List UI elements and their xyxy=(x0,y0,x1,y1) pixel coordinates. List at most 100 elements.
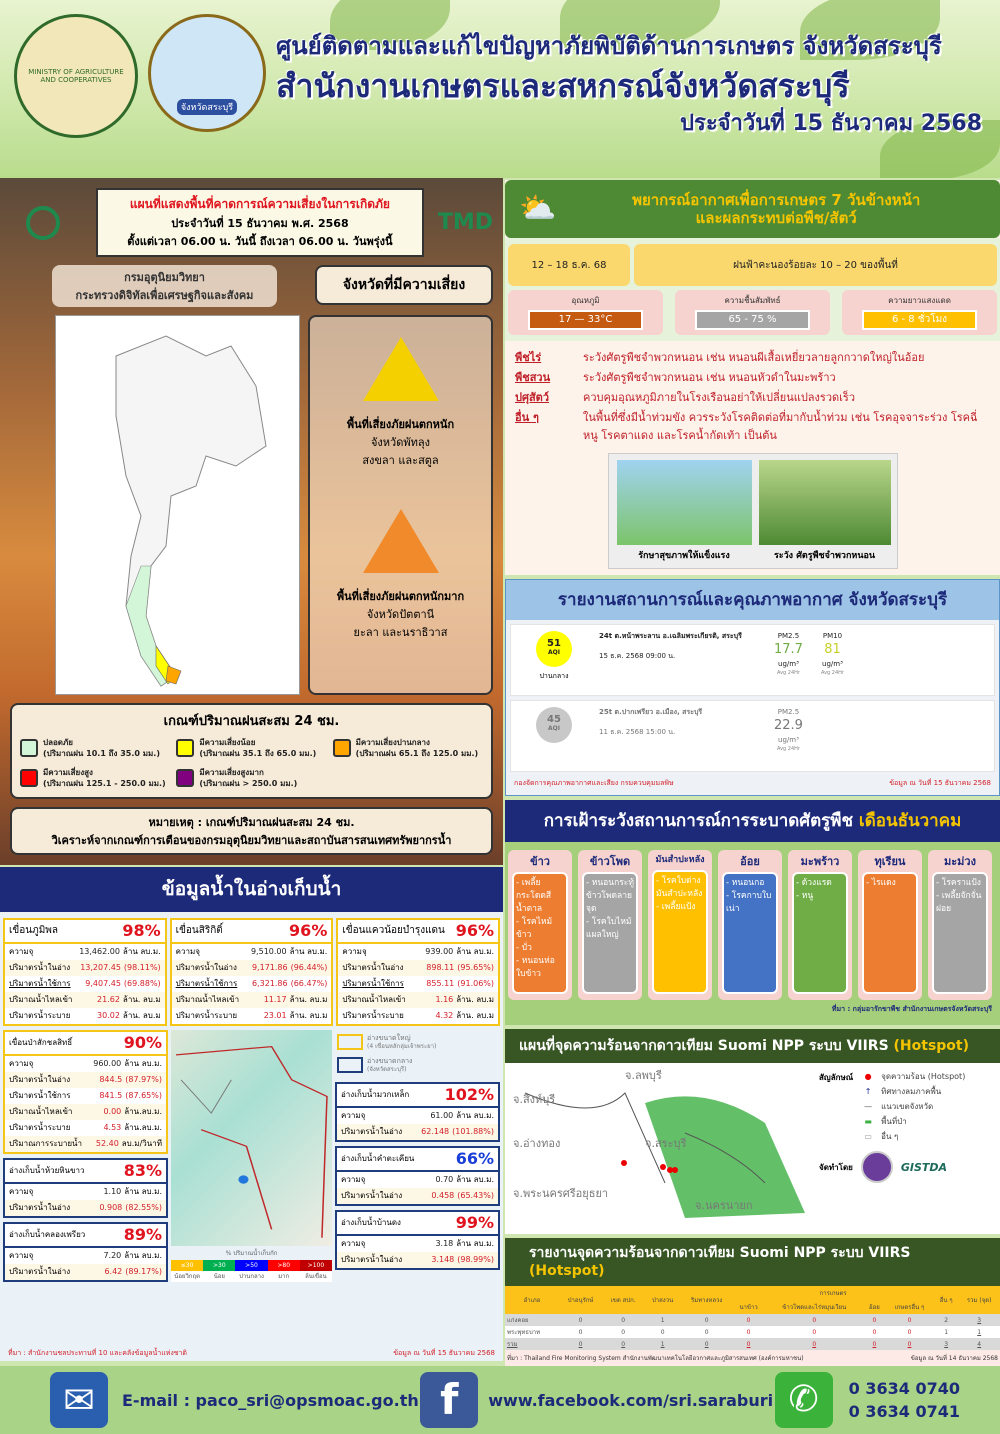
aqi-badge-column: 51 AQI ปานกลาง xyxy=(519,631,589,682)
forecast-period: 12 – 18 ธ.ค. 68 xyxy=(508,244,630,286)
row-unit: (95.65%) xyxy=(457,963,495,973)
dam-row: ปริมาณการระบายน้ำ 52.40 ลบ.ม/วินาที xyxy=(5,1135,166,1152)
station-name: 24t ต.หน้าพระลาน อ.เฉลิมพระเกียรติ, สระบ… xyxy=(599,632,742,641)
made-by-row: จัดทำโดย GISTDA xyxy=(819,1151,994,1184)
table-cell: 0 xyxy=(872,1316,877,1324)
aqi-label: AQI xyxy=(548,725,560,733)
phone-number[interactable]: 0 3634 0741 xyxy=(848,1402,960,1422)
de-logo xyxy=(26,205,60,240)
forecast-title-1: พยากรณ์อากาศเพื่อการเกษตร 7 วันข้างหน้า xyxy=(632,191,921,209)
dam-row: ปริมาตรน้ำระบาย 4.53 ล้าน.ลบ.ม. xyxy=(5,1120,166,1136)
pm-avg: Avg 24Hr xyxy=(820,670,844,677)
aqi-title: รายงานสถานการณ์และคุณภาพอากาศ จังหวัดสระ… xyxy=(506,580,999,621)
row-label: ปริมาตรน้ำใช้การ xyxy=(9,1091,71,1101)
scale-label: ปานกลาง xyxy=(235,1270,268,1282)
humidity-box: ความชื้นสัมพัทธ์ 65 - 75 % xyxy=(675,290,830,335)
province-logo-text: จังหวัดสระบุรี xyxy=(176,99,238,115)
reservoir-card: อ่างเก็บน้ำบ้านดง 99% ความจุ 3.18 ล้าน ลบ.ม.… xyxy=(335,1209,500,1270)
row-value: 1.10 xyxy=(103,1187,122,1197)
agency-1: กรมอุตุนิยมวิทยา xyxy=(124,271,205,284)
row-unit: (96.44%) xyxy=(290,963,328,973)
row-unit: ล้าน. ลบ.ม xyxy=(456,995,495,1005)
province-logo: จังหวัดสระบุรี xyxy=(148,14,266,132)
row-value: 1.16 xyxy=(435,995,454,1005)
crop-name: ทุเรียน xyxy=(874,855,906,869)
dam-row: ความจุ 61.00 ล้าน ลบ.ม. xyxy=(337,1108,498,1124)
scale-title: % ปริมาณน้ำเก็บกัก xyxy=(225,1249,278,1257)
note-line: หมายเหตุ : เกณฑ์ปริมาณฝนสะสม 24 ชม. xyxy=(148,816,355,829)
row-unit: ล้าน ลบ.ม. xyxy=(456,1175,494,1185)
risk-title-box: แผนที่แสดงพื้นที่คาดการณ์ความเสี่ยงในการ… xyxy=(96,188,424,257)
dam-row: ปริมาตรน้ำในอ่าง 6.42 (89.17%) xyxy=(5,1263,166,1280)
phone-icon: ✆ xyxy=(774,1372,833,1429)
forecast-title-2: และผลกระทบต่อพืช/สัตว์ xyxy=(695,209,857,227)
phone-numbers: 0 3634 0740 0 3634 0741 xyxy=(849,1379,960,1421)
row-unit: (89.17%) xyxy=(125,1267,162,1277)
aqi-footer: กองจัดการคุณภาพอากาศและเสียง กรมควบคุมมล… xyxy=(506,776,999,791)
dam-percent: 98% xyxy=(122,921,161,941)
legend-swatch xyxy=(20,739,38,757)
hotspot-table: อำเภอ ป่าอนุรักษ์ เขต สปก. ป่าสงวน ริมทางหลว… xyxy=(505,1286,1000,1351)
aqi-asof: ข้อมูล ณ วันที่ 15 ธันวาคม 2568 xyxy=(889,779,991,788)
rain-legend: เกณฑ์ปริมาณฝนสะสม 24 ชม. ปลอดภัย (ปริมาณฝ… xyxy=(10,703,493,799)
column-header: เขต สปก. xyxy=(602,1286,645,1315)
phone-number[interactable]: 0 3634 0740 xyxy=(848,1379,960,1399)
email-link[interactable]: E-mail : paco_sri@opsmoac.go.th xyxy=(122,1390,419,1410)
pm-avg: Avg 24Hr xyxy=(776,746,800,753)
legend-range: (ปริมาณฝน 35.1 ถึง 65.0 มม.) xyxy=(199,749,317,758)
rain-note: หมายเหตุ : เกณฑ์ปริมาณฝนสะสม 24 ชม. วิเค… xyxy=(10,807,493,855)
air-quality-panel: รายงานสถานการณ์และคุณภาพอากาศ จังหวัดสระ… xyxy=(505,579,1000,797)
caterpillar-image xyxy=(758,460,891,545)
row-label: ความจุ xyxy=(9,1251,34,1261)
temperature-value: 17 — 33°C xyxy=(528,310,643,330)
left-column: แผนที่แสดงพื้นที่คาดการณ์ความเสี่ยงในการ… xyxy=(0,178,503,1366)
legend-text: มีความเสี่ยงสูง (ปริมาณฝน 125.1 - 250.0 ม… xyxy=(43,767,166,789)
row-value: 9,510.00 xyxy=(250,947,287,957)
legend-label: มีความเสี่ยงปานกลาง xyxy=(355,738,430,747)
risk-date: ประจำวันที่ 15 ธันวาคม พ.ศ. 2568 xyxy=(171,217,349,230)
pm-value: 81 xyxy=(824,642,841,658)
legend-range: (ปริมาณฝน 10.1 ถึง 35.0 มม.) xyxy=(43,749,160,758)
row-unit: ล้าน. ลบ.ม xyxy=(122,995,161,1005)
row-value: 4.32 xyxy=(435,1011,454,1021)
row-unit: ล้าน ลบ.ม. xyxy=(456,1111,494,1121)
row-value: 0.00 xyxy=(103,1107,122,1117)
legend-swatch xyxy=(176,769,195,787)
header-date: ประจำวันที่ 15 ธันวาคม 2568 xyxy=(680,111,982,137)
title-highlight: (Hotspot) xyxy=(529,1263,605,1280)
row-value: 13,207.45 xyxy=(80,963,121,973)
humidity-label: ความชื้นสัมพัทธ์ xyxy=(724,296,781,305)
advice-text: ควบคุมอุณหภูมิภายในโรงเรือนอย่าให้เปลี่ย… xyxy=(583,391,855,404)
table-cell: 1 xyxy=(944,1328,949,1336)
temperature-box: อุณหภูมิ 17 — 33°C xyxy=(508,290,663,335)
header-subtitle: สำนักงานเกษตรและสหกรณ์จังหวัดสระบุรี xyxy=(276,66,850,105)
table-cell: 1 xyxy=(660,1340,665,1348)
scale-label: น้อยวิกฤต xyxy=(171,1270,204,1282)
table-cell: 1 xyxy=(660,1316,665,1324)
dam-header: อ่างเก็บน้ำห้วยหินขาว 83% xyxy=(5,1160,166,1184)
advice-category: ปศุสัตว์ xyxy=(515,391,549,404)
hotspot-map-panel: แผนที่จุดความร้อนจากดาวเทียม Suomi NPP ร… xyxy=(505,1029,1000,1235)
row-label: ปริมาตรน้ำในอ่าง xyxy=(341,1191,403,1201)
column-header: การเกษตร xyxy=(732,1286,934,1301)
hotspot-table-panel: รายงานจุดความร้อนจากดาวเทียม Suomi NPP ร… xyxy=(505,1238,1000,1367)
facebook-link[interactable]: www.facebook.com/sri.saraburi xyxy=(488,1390,774,1410)
dam-percent: 96% xyxy=(289,921,328,941)
title-text: แผนที่จุดความร้อนจากดาวเทียม Suomi NPP ร… xyxy=(519,1038,889,1055)
legend-text: อื่น ๆ xyxy=(881,1132,899,1142)
row-unit: (65.43%) xyxy=(457,1191,494,1201)
table-cell: 2 xyxy=(944,1316,949,1324)
crop-name: ข้าวโพด xyxy=(589,855,631,869)
aqi-stations: 51 AQI ปานกลาง 24t ต.หน้าพระลาน อ.เฉลิมพระเ… xyxy=(506,624,999,773)
row-unit: (87.97%) xyxy=(125,1075,162,1085)
row-unit: (91.06%) xyxy=(457,979,495,989)
table-cell: 0 xyxy=(746,1316,751,1324)
table-cell: 3 xyxy=(944,1340,949,1348)
dam-row: ปริมาตรน้ำระบาย 23.01 ล้าน. ลบ.ม xyxy=(172,1008,332,1024)
pest-card: มะม่วง - โรคราแป้ง - เพลี้ยจักจั่นฝอย xyxy=(928,850,992,1001)
row-label: ปริมาตรน้ำในอ่าง xyxy=(342,963,404,973)
hotspot-source: ที่มา : Thailand Fire Monitoring System … xyxy=(507,1355,804,1363)
legend-item: มีความเสี่ยงสูงมาก (ปริมาณฝน > 250.0 มม.) xyxy=(176,767,326,789)
risk-provinces-list: พื้นที่เสี่ยงภัยฝนตกหนัก จังหวัดพัทลุง ส… xyxy=(308,315,493,695)
pest-title-text: การเฝ้าระวังสถานการณ์การระบาดศัตรูพืช xyxy=(543,811,853,832)
